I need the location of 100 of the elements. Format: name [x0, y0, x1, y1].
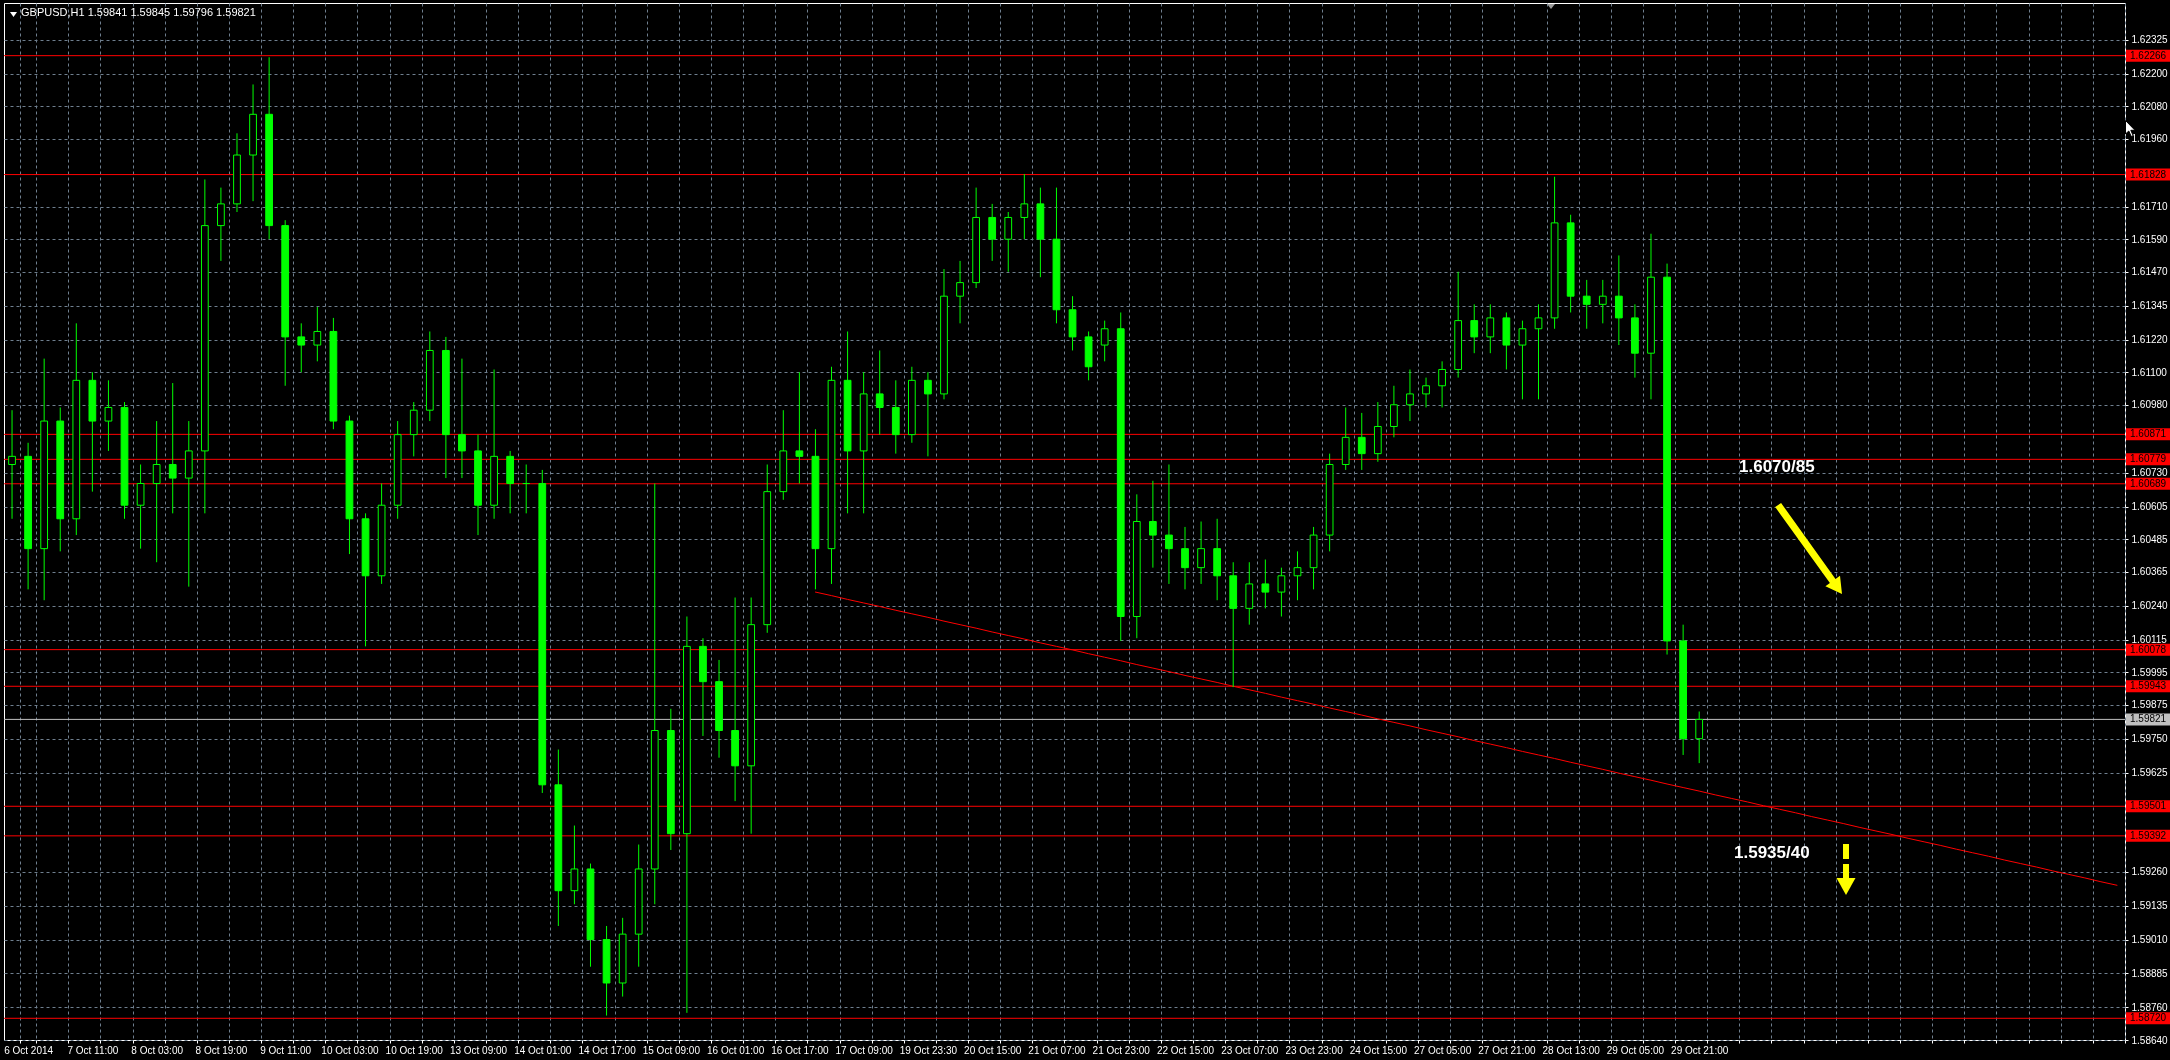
y-tick-label: 1.60730	[2131, 467, 2169, 479]
candlestick	[1406, 368, 1414, 422]
y-tick-label: 1.58885	[2131, 967, 2169, 979]
x-tick-label: 16 Oct 17:00	[771, 1044, 829, 1056]
x-tick-label: 29 Oct 05:00	[1606, 1044, 1665, 1056]
candlestick	[217, 187, 225, 262]
y-tick-label: 1.60980	[2131, 399, 2169, 411]
y-tick-label: 1.62325	[2131, 34, 2169, 46]
x-tick-label: 27 Oct 05:00	[1413, 1044, 1472, 1056]
y-tick-label: 1.60115	[2131, 634, 2168, 646]
candlestick	[1695, 711, 1704, 764]
candlestick	[1422, 377, 1430, 408]
x-tick-label: 24 Oct 15:00	[1349, 1044, 1408, 1056]
x-tick-label: 9 Oct 11:00	[260, 1044, 312, 1056]
ref-line-label: 1.59501	[2130, 800, 2167, 812]
ref-line-label: 1.62266	[2130, 49, 2167, 61]
y-tick-label: 1.59625	[2131, 767, 2169, 779]
candlestick	[458, 358, 466, 479]
candlestick	[168, 382, 177, 514]
candlestick	[1004, 211, 1013, 273]
candlestick	[1165, 463, 1173, 585]
x-tick-label: 20 Oct 15:00	[964, 1044, 1022, 1056]
candlestick	[313, 306, 322, 362]
ref-line-label: 1.60779	[2130, 453, 2167, 465]
y-tick-label: 1.58760	[2131, 1001, 2169, 1013]
y-tick-label: 1.59875	[2131, 699, 2169, 711]
y-tick-label: 1.59750	[2131, 733, 2169, 745]
ref-line-label: 1.60689	[2130, 477, 2167, 489]
y-tick-label: 1.60605	[2131, 501, 2169, 513]
candlestick	[1357, 412, 1366, 471]
chart-title: GBPUSD,H1 1.59841 1.59845 1.59796 1.59821	[21, 6, 256, 18]
ref-line-label: 1.60078	[2130, 643, 2167, 655]
candlestick	[988, 203, 997, 262]
y-tick-label: 1.61345	[2131, 300, 2169, 312]
candlestick	[1293, 550, 1302, 601]
candlestick	[1486, 303, 1495, 354]
x-tick-label: 19 Oct 23:30	[899, 1044, 958, 1056]
candlestick	[1470, 303, 1479, 354]
candlestick	[875, 349, 884, 436]
candlestick	[1181, 526, 1189, 590]
candlestick	[152, 420, 161, 563]
x-tick-label: 14 Oct 01:00	[514, 1044, 572, 1056]
candlestick	[1020, 173, 1029, 240]
y-tick-label: 1.62080	[2131, 100, 2169, 112]
ref-line-label: 1.59821	[2130, 713, 2167, 725]
ref-line-label: 1.59943	[2130, 680, 2167, 692]
x-tick-label: 27 Oct 21:00	[1478, 1044, 1536, 1056]
x-tick-label: 7 Oct 11:00	[67, 1044, 119, 1056]
x-tick-label: 29 Oct 21:00	[1671, 1044, 1729, 1056]
ref-line-label: 1.59392	[2130, 829, 2167, 841]
x-tick-label: 14 Oct 17:00	[578, 1044, 637, 1056]
x-tick-label: 15 Oct 09:00	[642, 1044, 701, 1056]
annotation: 1.6070/85	[1739, 457, 1815, 476]
x-tick-label: 8 Oct 19:00	[195, 1044, 248, 1056]
candlestick	[1390, 385, 1398, 438]
x-tick-label: 21 Oct 23:00	[1092, 1044, 1151, 1056]
candlestick	[1534, 303, 1543, 400]
candlestick	[956, 260, 964, 324]
candlestick	[1598, 279, 1607, 324]
x-tick-label: 13 Oct 09:00	[449, 1044, 508, 1056]
y-tick-label: 1.60240	[2131, 600, 2169, 612]
candlestick	[1197, 521, 1205, 585]
x-tick-label: 10 Oct 19:00	[385, 1044, 444, 1056]
y-tick-label: 1.59260	[2131, 866, 2169, 878]
candlestick	[1438, 360, 1446, 408]
ref-line-label: 1.60871	[2130, 428, 2167, 440]
y-tick-label: 1.61960	[2131, 133, 2169, 145]
y-tick-label: 1.61100	[2131, 366, 2168, 378]
x-tick-label: 28 Oct 13:00	[1542, 1044, 1601, 1056]
candlestick	[104, 379, 113, 452]
candlestick	[1261, 559, 1270, 609]
candlestick	[1614, 254, 1623, 346]
candlestick	[795, 371, 804, 484]
y-tick-label: 1.59135	[2131, 900, 2169, 912]
y-tick-label: 1.60365	[2131, 566, 2169, 578]
y-tick-label: 1.61590	[2131, 233, 2169, 245]
y-tick-label: 1.59995	[2131, 666, 2169, 678]
x-tick-label: 8 Oct 03:00	[131, 1044, 184, 1056]
x-tick-label: 22 Oct 15:00	[1156, 1044, 1215, 1056]
y-tick-label: 1.60485	[2131, 533, 2169, 545]
y-tick-label: 1.58640	[2131, 1034, 2169, 1046]
x-tick-label: 21 Oct 07:00	[1028, 1044, 1087, 1056]
x-tick-label: 23 Oct 23:00	[1285, 1044, 1344, 1056]
annotation: 1.5935/40	[1734, 843, 1810, 862]
y-tick-label: 1.62200	[2131, 68, 2169, 80]
candlestick	[8, 409, 16, 520]
candlestick	[1149, 480, 1157, 569]
candlestick	[924, 371, 932, 457]
candlestick	[136, 463, 145, 550]
y-tick-label: 1.59010	[2131, 934, 2169, 946]
y-tick-label: 1.61470	[2131, 266, 2169, 278]
ref-line-label: 1.61828	[2130, 168, 2167, 180]
y-tick-label: 1.61710	[2131, 201, 2169, 213]
candlestick	[297, 322, 306, 373]
x-tick-label: 16 Oct 01:00	[706, 1044, 765, 1056]
x-tick-label: 17 Oct 09:00	[835, 1044, 894, 1056]
candlestick	[570, 825, 579, 905]
y-tick-label: 1.61220	[2131, 334, 2169, 346]
x-tick-label: 23 Oct 07:00	[1221, 1044, 1279, 1056]
x-tick-label: 6 Oct 2014	[4, 1044, 54, 1056]
